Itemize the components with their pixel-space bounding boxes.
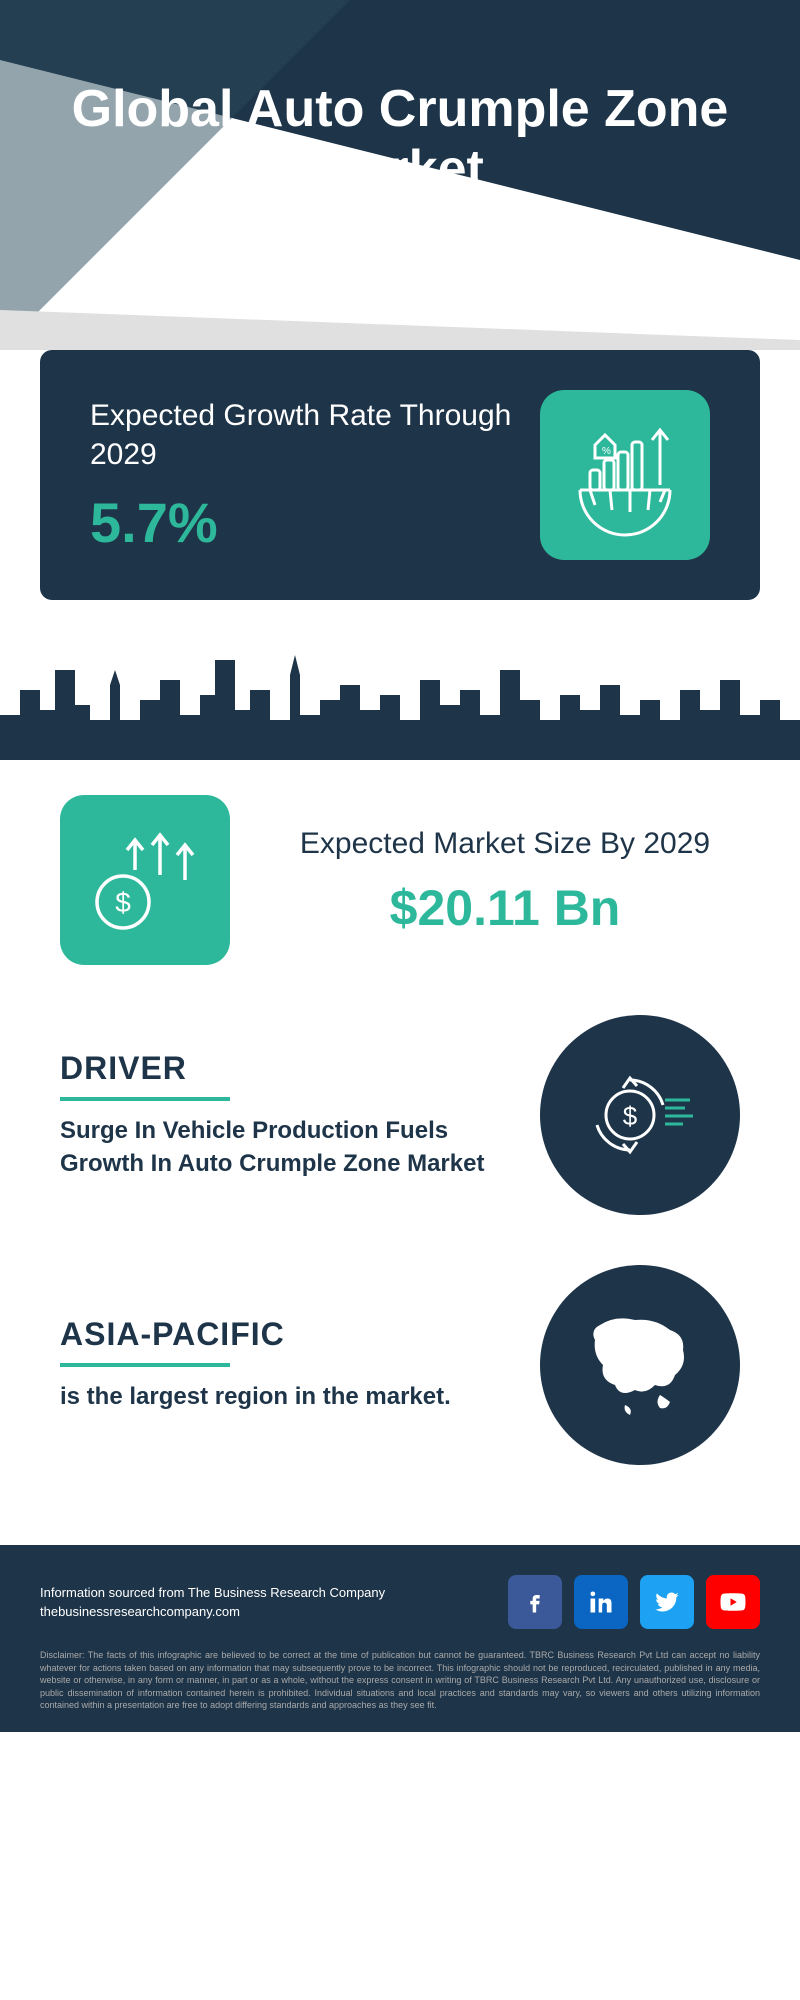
market-size-value: $20.11 Bn (270, 879, 740, 937)
growth-chart-icon: % (540, 390, 710, 560)
driver-body: Surge In Vehicle Production Fuels Growth… (60, 1115, 500, 1180)
social-icons-row (508, 1575, 760, 1629)
svg-text:$: $ (623, 1101, 638, 1131)
source-line1: Information sourced from The Business Re… (40, 1583, 385, 1603)
youtube-icon[interactable] (706, 1575, 760, 1629)
footer: Information sourced from The Business Re… (0, 1545, 800, 1732)
growth-rate-card: Expected Growth Rate Through 2029 5.7% % (40, 350, 760, 600)
region-body: is the largest region in the market. (60, 1381, 500, 1413)
driver-section: DRIVER Surge In Vehicle Production Fuels… (40, 1015, 760, 1215)
disclaimer-text: Disclaimer: The facts of this infographi… (40, 1649, 760, 1712)
heading-underline (60, 1097, 230, 1101)
asia-map-icon (540, 1265, 740, 1465)
heading-underline (60, 1363, 230, 1367)
source-line2: thebusinessresearchcompany.com (40, 1602, 385, 1622)
region-section: ASIA-PACIFIC is the largest region in th… (40, 1265, 760, 1465)
dollar-growth-icon: $ (60, 795, 230, 965)
source-attribution: Information sourced from The Business Re… (40, 1583, 385, 1622)
growth-rate-value: 5.7% (90, 490, 540, 555)
growth-rate-label: Expected Growth Rate Through 2029 (90, 396, 540, 474)
page-title: Global Auto Crumple Zone Market (0, 80, 800, 200)
facebook-icon[interactable] (508, 1575, 562, 1629)
market-size-card: $ Expected Market Size By 2029 $20.11 Bn (40, 795, 760, 965)
city-skyline-icon (0, 620, 800, 760)
money-cycle-icon: $ (540, 1015, 740, 1215)
driver-heading: DRIVER (60, 1050, 500, 1087)
twitter-icon[interactable] (640, 1575, 694, 1629)
region-heading: ASIA-PACIFIC (60, 1316, 500, 1353)
linkedin-icon[interactable] (574, 1575, 628, 1629)
market-size-label: Expected Market Size By 2029 (270, 824, 740, 863)
svg-text:%: % (602, 446, 611, 457)
svg-text:$: $ (115, 887, 131, 918)
header-banner: Global Auto Crumple Zone Market (0, 0, 800, 350)
